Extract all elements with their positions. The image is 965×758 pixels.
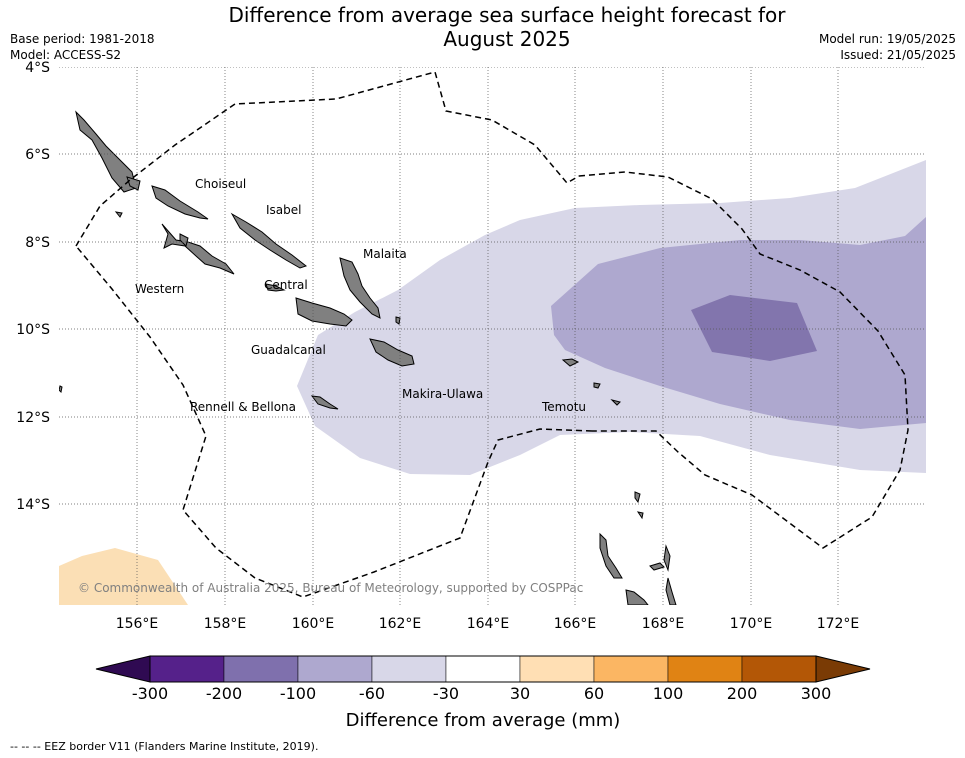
eez-borders	[75, 71, 909, 598]
lon-label-158e: 158°E	[204, 616, 247, 632]
island-makira	[369, 338, 415, 367]
land-masses	[59, 110, 677, 605]
island-vanua-lava	[599, 532, 623, 579]
colorbar-bin-6	[519, 655, 595, 683]
island-small-4	[114, 211, 123, 218]
title-line-2: August 2025	[443, 27, 571, 51]
colorbar-tick-30: 30	[510, 684, 530, 703]
model-info: Base period: 1981-2018 Model: ACCESS-S2	[10, 31, 155, 63]
colorbar-bin-9	[741, 655, 817, 683]
island-small-6	[395, 316, 401, 325]
lon-label-170e: 170°E	[730, 616, 773, 632]
run-info: Model run: 19/05/2025 Issued: 21/05/2025	[819, 31, 956, 63]
colorbar-tick-minus-100: -100	[280, 684, 316, 703]
graticule	[59, 67, 926, 605]
anomaly-region-minus-200	[691, 295, 817, 361]
eez-legend-footer: -- -- -- EEZ border V11 (Flanders Marine…	[10, 740, 319, 753]
title-line-1: Difference from average sea surface heig…	[228, 3, 786, 27]
island-choiseul-east	[151, 185, 209, 220]
eez-border-solomon	[75, 71, 593, 598]
lat-label-6s: 6°S	[25, 147, 50, 163]
island-isabel	[230, 212, 308, 269]
island-nggela	[265, 283, 286, 292]
lon-label-168e: 168°E	[642, 616, 685, 632]
label-rennell-bellona: Rennell & Bellona	[190, 400, 296, 414]
island-shortland	[126, 176, 141, 191]
issued-date: Issued: 21/05/2025	[840, 48, 956, 62]
lat-label-8s: 8°S	[25, 235, 50, 251]
island-vella	[179, 233, 189, 247]
lon-label-160e: 160°E	[292, 616, 335, 632]
label-makira-ulawa: Makira-Ulawa	[402, 387, 483, 401]
lon-label-162e: 162°E	[379, 616, 422, 632]
model-name: Model: ACCESS-S2	[10, 48, 122, 62]
island-espiritu-santo	[625, 589, 649, 605]
colorbar-tick-100: 100	[653, 684, 684, 703]
lat-label-12s: 12°S	[16, 410, 50, 426]
longitude-labels: 156°E 158°E 160°E 162°E 164°E 166°E 168°…	[116, 616, 860, 632]
eez-border-vanuatu	[578, 171, 909, 549]
lat-label-10s: 10°S	[16, 322, 50, 338]
island-small-1	[593, 382, 601, 389]
colorbar-bin-5	[445, 655, 521, 683]
colorbar-tick-200: 200	[727, 684, 758, 703]
label-central: Central	[264, 278, 308, 292]
label-western: Western	[135, 282, 184, 296]
colorbar-tick-minus-30: -30	[433, 684, 459, 703]
label-guadalcanal: Guadalcanal	[251, 343, 326, 357]
island-pentecost	[665, 577, 677, 605]
colorbar-bin-8	[667, 655, 743, 683]
island-small-3	[636, 511, 644, 520]
island-guadalcanal	[295, 297, 353, 327]
island-small-2	[634, 491, 641, 504]
island-torres	[610, 399, 621, 406]
anomaly-region-plus-60	[59, 548, 188, 605]
island-ambae	[649, 562, 665, 571]
model-run: Model run: 19/05/2025	[818, 32, 956, 46]
lon-label-156e: 156°E	[116, 616, 159, 632]
island-malaita	[339, 257, 381, 319]
colorbar-tick-minus-300: -300	[132, 684, 168, 703]
colorbar-bin-4	[371, 655, 447, 683]
lon-label-166e: 166°E	[554, 616, 597, 632]
label-malaita: Malaita	[363, 247, 407, 261]
island-santa-cruz	[561, 358, 580, 367]
island-new-georgia	[161, 223, 235, 275]
colorbar-title: Difference from average (mm)	[346, 710, 621, 731]
colorbar-tick-minus-200: -200	[206, 684, 242, 703]
island-maewo	[663, 544, 671, 572]
label-isabel: Isabel	[266, 203, 301, 217]
colorbar-tick-300: 300	[801, 684, 832, 703]
place-labels: Choiseul Isabel Malaita Western Central …	[135, 177, 586, 414]
colorbar-bin-7	[593, 655, 669, 683]
label-choiseul: Choiseul	[195, 177, 246, 191]
colorbar-over-arrow	[815, 655, 871, 683]
colorbar-tick-minus-60: -60	[359, 684, 385, 703]
colorbar-frame	[149, 655, 817, 683]
colorbar-under-arrow	[95, 655, 151, 683]
lon-label-172e: 172°E	[817, 616, 860, 632]
copyright-credit: © Commonwealth of Australia 2025, Bureau…	[78, 581, 583, 595]
lon-label-164e: 164°E	[467, 616, 510, 632]
label-temotu: Temotu	[541, 400, 586, 414]
base-period: Base period: 1981-2018	[10, 32, 155, 46]
colorbar-bin-1	[149, 655, 225, 683]
map-title: Difference from average sea surface heig…	[0, 3, 965, 51]
colorbar-bin-2	[223, 655, 299, 683]
colorbar: -300 -200 -100 -60 -30 30 60 100 200 300…	[95, 655, 871, 731]
lat-label-4s: 4°S	[25, 60, 50, 76]
lat-label-14s: 14°S	[16, 497, 50, 513]
island-rennell	[310, 395, 339, 410]
island-small-5	[59, 385, 63, 394]
colorbar-bin-3	[297, 655, 373, 683]
map-area: Choiseul Isabel Malaita Western Central …	[59, 67, 926, 605]
colorbar-tick-60: 60	[584, 684, 604, 703]
latitude-labels: 4°S 6°S 8°S 10°S 12°S 14°S	[16, 60, 50, 513]
